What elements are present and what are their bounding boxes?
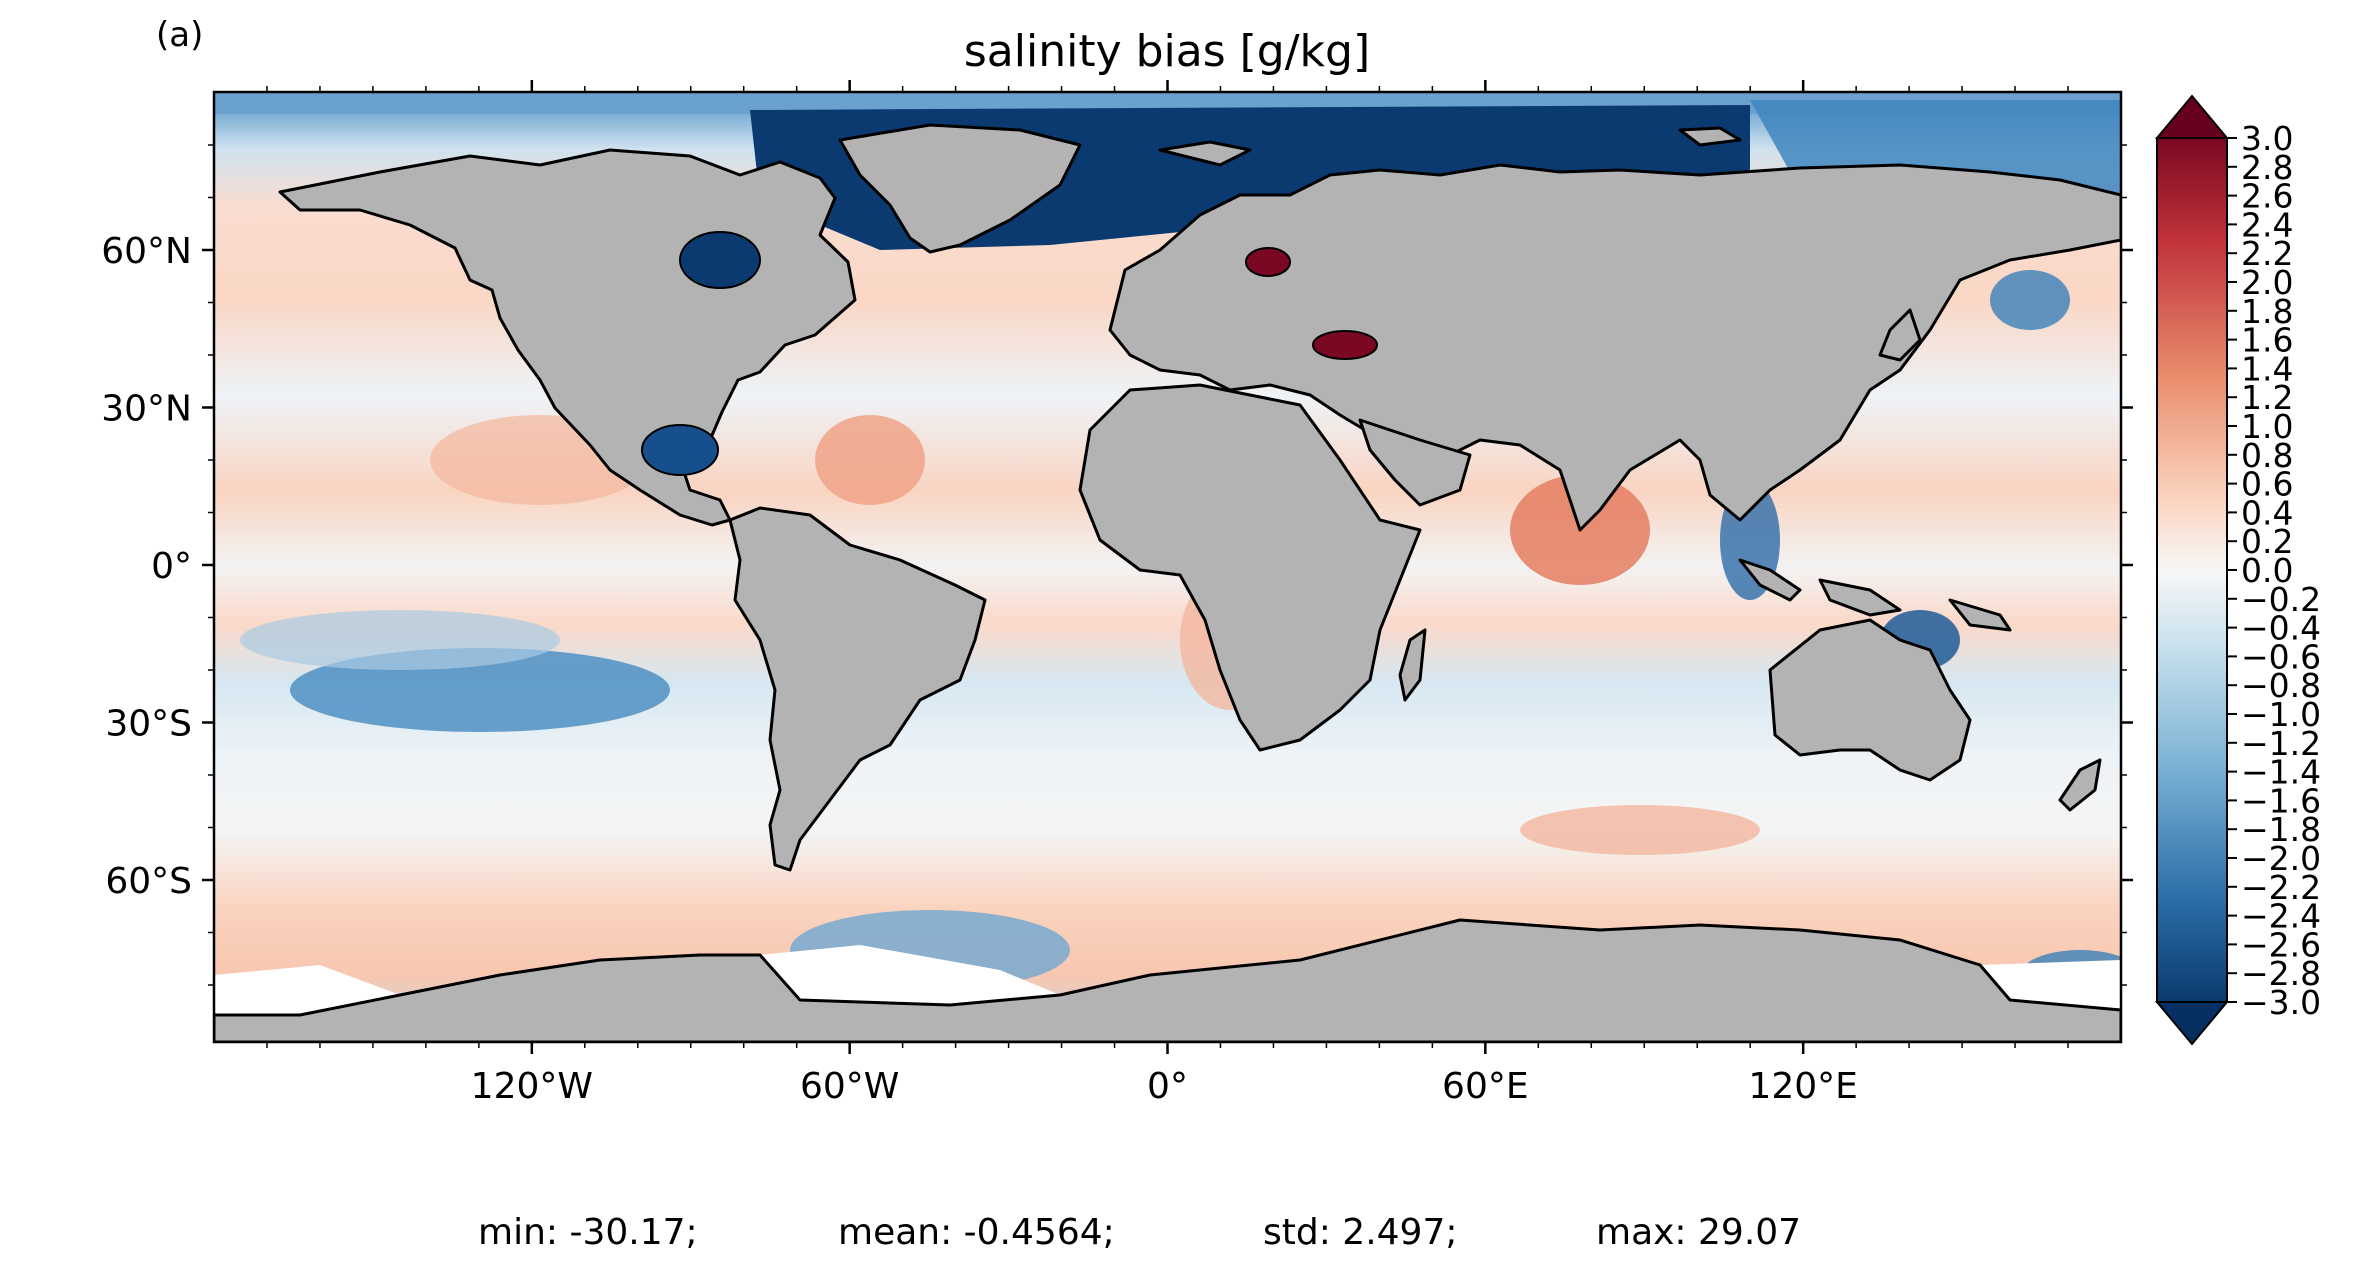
colorbar-tick-label: 2.0 [2241, 263, 2293, 302]
sea-ice [214, 945, 2121, 1015]
gulf-of-mexico [641, 424, 719, 476]
stat-mean: mean: -0.4564; [838, 1212, 1115, 1253]
colorbar-tick-label: 0.8 [2241, 436, 2293, 475]
lat-tick-label: 30°S [105, 704, 192, 745]
colorbar-tick-label: 1.8 [2241, 292, 2293, 331]
stats-line: min: -30.17; mean: -0.4564; std: 2.497; … [478, 1212, 1801, 1253]
colorbar-extend-bottom [2154, 1001, 2230, 1046]
colorbar-tick-label: −0.6 [2241, 637, 2321, 676]
colorbar-tick-label: −1.4 [2241, 753, 2321, 792]
longitude-ticks: 120°W 60°W 0° 60°E 120°E [266, 80, 2069, 1107]
colorbar-tick-label: 3.0 [2241, 119, 2293, 158]
colorbar-tick-label: 0.2 [2241, 522, 2293, 561]
colorbar-tick-label: 1.6 [2241, 321, 2293, 360]
colorbar-tick-label: 2.2 [2241, 234, 2293, 273]
black-sea [1312, 330, 1378, 360]
colorbar-tick-label: 2.4 [2241, 205, 2293, 244]
colorbar-tick-label: 2.8 [2241, 148, 2293, 187]
colorbar-tick-label: 1.4 [2241, 349, 2293, 388]
colorbar-tick-label: 0.6 [2241, 465, 2293, 504]
colorbar-tick-label: 2.6 [2241, 177, 2293, 216]
colorbar-tick-label: −0.8 [2241, 666, 2321, 705]
panel-label: (a) [156, 15, 203, 55]
baltic-sea [1245, 247, 1291, 277]
lon-tick-label: 0° [1147, 1066, 1188, 1107]
colorbar-tick-label: 0.4 [2241, 493, 2293, 532]
land-africa [1078, 383, 1422, 752]
lat-tick-label: 60°N [101, 231, 192, 272]
land [214, 123, 2121, 1042]
colorbar-body [2156, 137, 2228, 1003]
hudson-bay [679, 231, 761, 289]
land-madagascar [1398, 628, 1427, 702]
inland-seas [641, 231, 1378, 476]
land-arabia [1358, 418, 1472, 507]
map-area [214, 92, 2121, 1042]
land-japan [1878, 308, 1922, 362]
colorbar-tick-label: 1.2 [2241, 378, 2293, 417]
latitude-ticks: 60°N 30°N 0° 30°S 60°S [101, 144, 2133, 986]
colorbar-tick-label: −0.4 [2241, 609, 2321, 648]
stat-std: std: 2.497; [1263, 1212, 1457, 1253]
land-new-zealand [2058, 758, 2102, 812]
colorbar-tick-label: −1.6 [2241, 781, 2321, 820]
colorbar-tick-label: 1.0 [2241, 407, 2293, 446]
colorbar: 3.02.82.62.42.22.01.81.61.41.21.00.80.60… [2154, 94, 2321, 1046]
lat-tick-label: 30°N [101, 389, 192, 430]
stat-min: min: -30.17; [478, 1212, 698, 1253]
map-title: salinity bias [g/kg] [964, 26, 1370, 77]
lat-tick-label: 60°S [105, 861, 192, 902]
land-australia [1768, 618, 1972, 782]
colorbar-tick-label: −2.6 [2241, 925, 2321, 964]
colorbar-tick-label: −1.0 [2241, 695, 2321, 734]
colorbar-tick-label: −1.8 [2241, 810, 2321, 849]
colorbar-extend-top [2154, 94, 2230, 139]
lon-tick-label: 120°W [471, 1066, 593, 1107]
colorbar-tick-label: −3.0 [2241, 983, 2321, 1022]
colorbar-tick-label: 0.0 [2241, 551, 2293, 590]
lon-tick-label: 120°E [1748, 1066, 1857, 1107]
stat-max: max: 29.07 [1596, 1212, 1801, 1253]
land-antarctica [214, 918, 2121, 1042]
colorbar-tick-label: −2.2 [2241, 868, 2321, 907]
land-indonesia [1738, 558, 1802, 602]
colorbar-tick-label: −0.2 [2241, 580, 2321, 619]
lat-tick-label: 0° [151, 546, 192, 587]
colorbar-tick-label: −2.8 [2241, 954, 2321, 993]
colorbar-tick-label: −2.4 [2241, 897, 2321, 936]
colorbar-tick-label: −2.0 [2241, 839, 2321, 878]
lon-tick-label: 60°E [1442, 1066, 1529, 1107]
lon-tick-label: 60°W [800, 1066, 899, 1107]
land-south-america [728, 506, 987, 872]
colorbar-ticks: 3.02.82.62.42.22.01.81.61.41.21.00.80.60… [2227, 119, 2321, 1022]
colorbar-tick-label: −1.2 [2241, 724, 2321, 763]
land-greenland [838, 123, 1082, 254]
